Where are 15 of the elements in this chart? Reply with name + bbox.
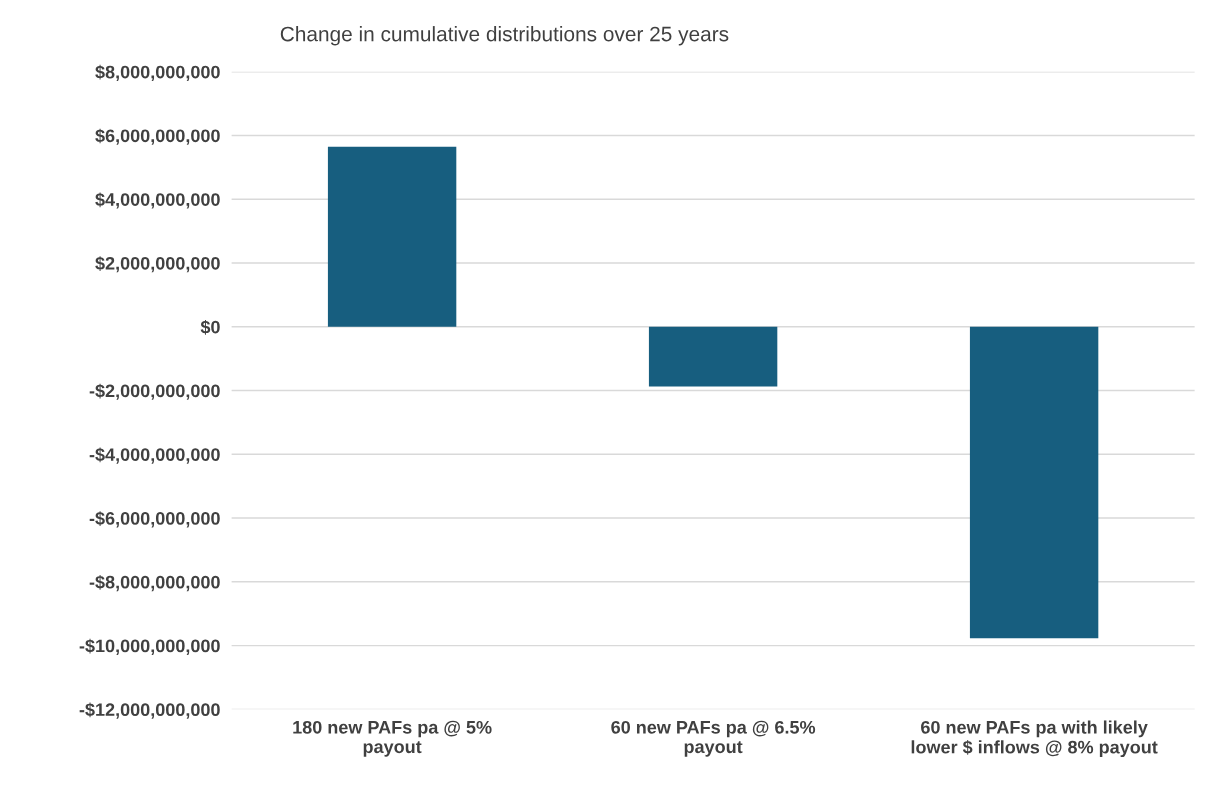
y-tick-label: -$8,000,000,000 — [89, 574, 220, 592]
y-tick-label: $4,000,000,000 — [95, 192, 220, 209]
y-tick-label: -$6,000,000,000 — [89, 511, 220, 528]
y-tick-label: -$4,000,000,000 — [89, 447, 220, 464]
y-tick-label: $2,000,000,000 — [95, 256, 220, 273]
x-tick-label: 60 new PAFs pa with likely lower $ inflows @ 8% payout — [911, 720, 1158, 758]
y-tick-label: $6,000,000,000 — [95, 128, 220, 145]
chart-title: Change in cumulative distributions over 25 years — [280, 26, 729, 46]
x-tick-label: 60 new PAFs pa @ 6.5% payout — [611, 720, 816, 757]
y-tick-label: $8,000,000,000 — [95, 64, 220, 82]
y-tick-label: -$2,000,000,000 — [89, 383, 220, 400]
y-tick-label: $0 — [200, 319, 220, 335]
x-tick-label: 180 new PAFs pa @ 5% payout — [293, 720, 492, 757]
y-tick-label: -$12,000,000,000 — [79, 702, 220, 719]
y-tick-label: -$10,000,000,000 — [79, 638, 220, 655]
